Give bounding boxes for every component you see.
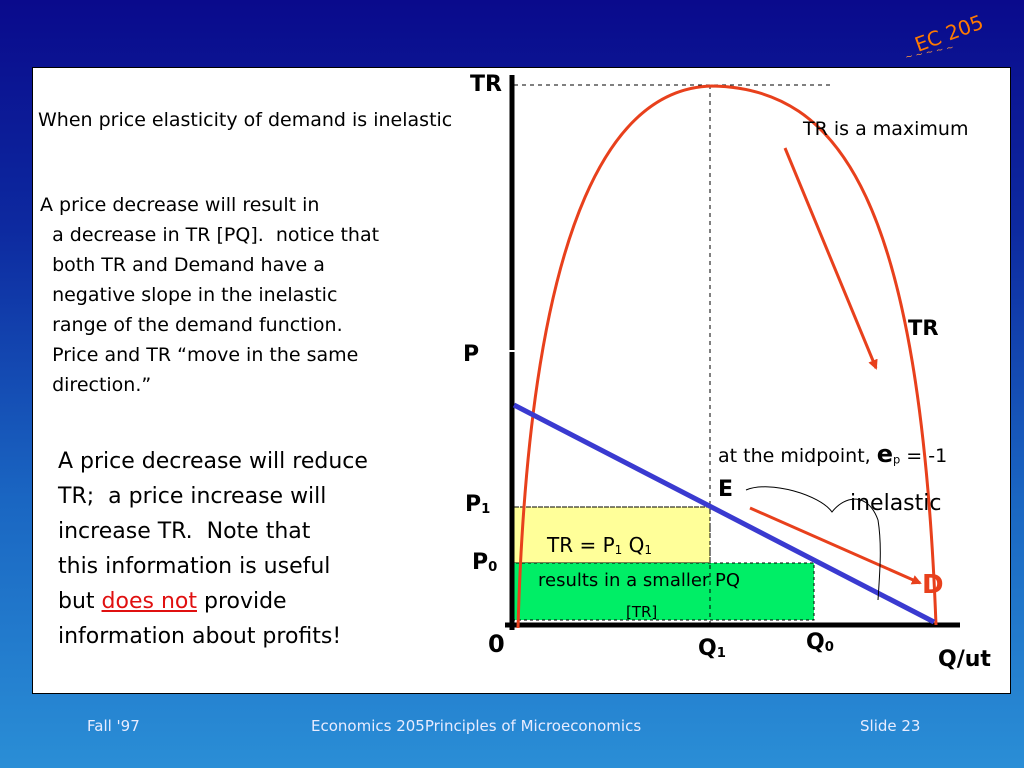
tr-curve xyxy=(516,84,938,629)
intro-text: When price elasticity of demand is inela… xyxy=(38,109,453,131)
footer-date: Fall '97 xyxy=(87,717,140,735)
smaller-pq-rect xyxy=(509,562,815,621)
price-axis-label: P xyxy=(463,342,480,367)
demand-curve xyxy=(512,402,936,625)
origin-label: 0 xyxy=(488,630,505,658)
para2-before: A price decrease will reduce TR; a price… xyxy=(58,449,368,614)
midpoint-annotation: at the midpoint, ep = -1 xyxy=(718,440,948,468)
tr-rect-annotation: TR = P1 Q1 xyxy=(547,533,653,557)
tr-bracket-annotation: [TR] xyxy=(626,603,658,621)
footer-course: Economics 205Principles of Microeconomic… xyxy=(311,717,642,735)
quantity-axis-label: Q/ut xyxy=(938,647,991,672)
inelastic-annotation: inelastic xyxy=(850,491,942,516)
paragraph-profits: A price decrease will reduce TR; a price… xyxy=(58,444,368,654)
paragraph-price-decrease: A price decrease will result in a decrea… xyxy=(40,194,380,396)
tr-curve-label: TR xyxy=(908,316,939,340)
smaller-pq-annotation: results in a smaller PQ xyxy=(538,570,741,591)
para2-after: provide information about profits! xyxy=(58,589,342,649)
q0-label: Q0 xyxy=(806,630,834,655)
inelastic-brace xyxy=(745,486,881,601)
move-along-demand-arrow xyxy=(749,506,922,585)
tr-axis-label: TR xyxy=(470,72,502,97)
does-not-link[interactable]: does not xyxy=(101,589,197,614)
tr-decrease-arrow xyxy=(783,147,878,370)
footer-slide-number: Slide 23 xyxy=(860,717,921,735)
q1-label: Q1 xyxy=(698,636,726,661)
p0-label: P0 xyxy=(472,550,498,575)
p1-label: P1 xyxy=(465,492,491,517)
demand-label: D xyxy=(922,570,944,600)
tr-max-annotation: TR is a maximum xyxy=(803,118,969,140)
midpoint-e-label: E xyxy=(718,477,734,502)
